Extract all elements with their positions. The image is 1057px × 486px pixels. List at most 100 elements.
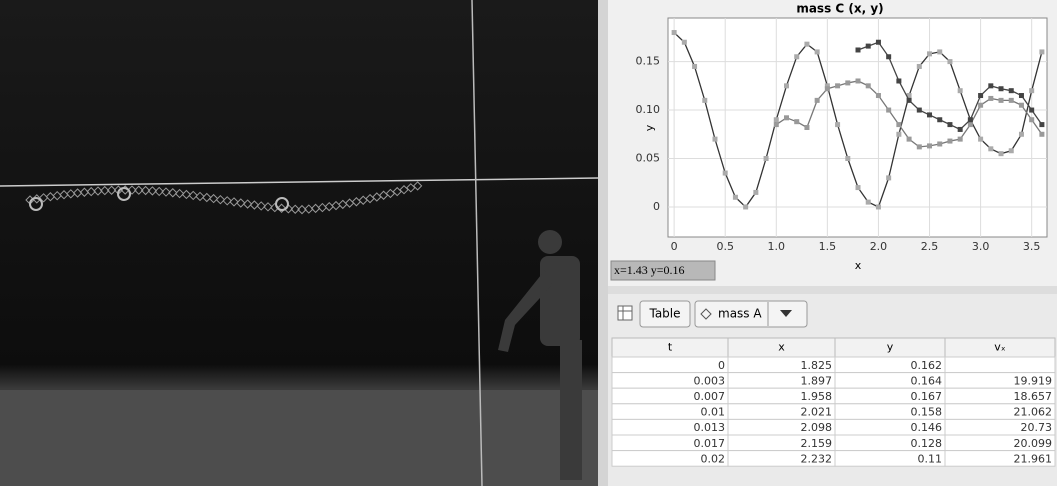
data-point — [947, 122, 952, 127]
data-point — [682, 40, 687, 45]
x-tick-label: 3.0 — [972, 240, 990, 253]
divider[interactable] — [598, 0, 608, 486]
data-point — [876, 93, 881, 98]
cell-value: 1.958 — [801, 390, 833, 403]
x-tick-label: 0.5 — [716, 240, 734, 253]
data-point — [774, 117, 779, 122]
data-point — [947, 139, 952, 144]
data-point — [866, 44, 871, 49]
data-point — [978, 137, 983, 142]
data-point — [1029, 108, 1034, 113]
cell-value: 18.657 — [1014, 390, 1053, 403]
cell-value: 0.003 — [694, 374, 726, 387]
data-point — [937, 49, 942, 54]
data-point — [784, 83, 789, 88]
data-point — [988, 96, 993, 101]
table-cell — [612, 357, 728, 373]
data-point — [927, 51, 932, 56]
data-point — [947, 59, 952, 64]
data-point — [886, 175, 891, 180]
y-tick-label: 0 — [653, 200, 660, 213]
data-point — [1039, 132, 1044, 137]
table-button-label[interactable]: Table — [648, 307, 680, 321]
data-point — [917, 108, 922, 113]
data-point — [896, 78, 901, 83]
data-point — [743, 204, 748, 209]
data-point — [815, 49, 820, 54]
cell-value: 0.128 — [911, 437, 943, 450]
cell-value: 0.01 — [701, 406, 726, 419]
ground — [0, 390, 598, 486]
table-cell — [945, 357, 1055, 373]
cell-value: 0.164 — [911, 374, 943, 387]
data-point — [774, 122, 779, 127]
cell-value: 2.021 — [801, 406, 833, 419]
data-point — [1019, 93, 1024, 98]
data-point — [672, 30, 677, 35]
x-tick-label: 3.5 — [1023, 240, 1041, 253]
data-point — [856, 78, 861, 83]
data-point — [896, 132, 901, 137]
table-icon — [618, 306, 632, 320]
cell-value: 0.02 — [701, 452, 726, 465]
x-axis-label: x — [855, 259, 862, 272]
data-point — [1009, 148, 1014, 153]
data-point — [927, 143, 932, 148]
cell-value: 1.897 — [801, 374, 833, 387]
data-point — [999, 86, 1004, 91]
x-tick-label: 1.5 — [819, 240, 837, 253]
data-point — [876, 40, 881, 45]
column-header: x — [778, 341, 785, 354]
data-point — [1029, 88, 1034, 93]
data-point — [988, 83, 993, 88]
data-point — [896, 122, 901, 127]
data-point — [753, 190, 758, 195]
x-tick-label: 2.5 — [921, 240, 939, 253]
cell-value: 2.098 — [801, 421, 833, 434]
chart-title: mass C (x, y) — [796, 2, 883, 16]
splitter[interactable] — [608, 286, 1057, 294]
cell-value: 0.007 — [694, 390, 726, 403]
cell-value: 2.159 — [801, 437, 833, 450]
data-point — [927, 112, 932, 117]
cell-value: 2.232 — [801, 452, 833, 465]
status-text: x=1.43 y=0.16 — [614, 263, 685, 277]
data-point — [1009, 98, 1014, 103]
cell-value: 20.099 — [1014, 437, 1053, 450]
cell-value: 0.162 — [911, 359, 943, 372]
y-tick-label: 0.05 — [636, 152, 661, 165]
data-point — [856, 47, 861, 52]
track-name[interactable]: mass A — [718, 307, 762, 321]
cell-value: 0.11 — [918, 452, 943, 465]
data-point — [733, 195, 738, 200]
cell-value: 0.167 — [911, 390, 943, 403]
cell-value: 0 — [718, 359, 725, 372]
y-axis-label: y — [643, 124, 656, 131]
data-point — [845, 156, 850, 161]
data-point — [825, 86, 830, 91]
data-point — [692, 64, 697, 69]
data-point — [958, 127, 963, 132]
data-table: txyvₓ01.8250.1620.0031.8970.16419.9190.0… — [612, 338, 1055, 466]
screen: mass C (x, y) x y 00.050.100.1500.51.01.… — [0, 0, 1057, 486]
cell-value: 0.013 — [694, 421, 726, 434]
data-point — [1039, 49, 1044, 54]
x-tick-label: 2.0 — [870, 240, 888, 253]
cell-value: 0.146 — [911, 421, 943, 434]
cell-value: 21.062 — [1014, 406, 1053, 419]
data-point — [1019, 103, 1024, 108]
data-point — [835, 83, 840, 88]
data-point — [1019, 132, 1024, 137]
data-point — [794, 119, 799, 124]
data-point — [978, 93, 983, 98]
data-point — [866, 83, 871, 88]
data-point — [1029, 117, 1034, 122]
data-point — [794, 54, 799, 59]
cell-value: 0.017 — [694, 437, 726, 450]
data-point — [968, 117, 973, 122]
data-point — [712, 137, 717, 142]
data-point — [856, 185, 861, 190]
data-point — [804, 125, 809, 130]
data-point — [876, 204, 881, 209]
data-point — [999, 151, 1004, 156]
